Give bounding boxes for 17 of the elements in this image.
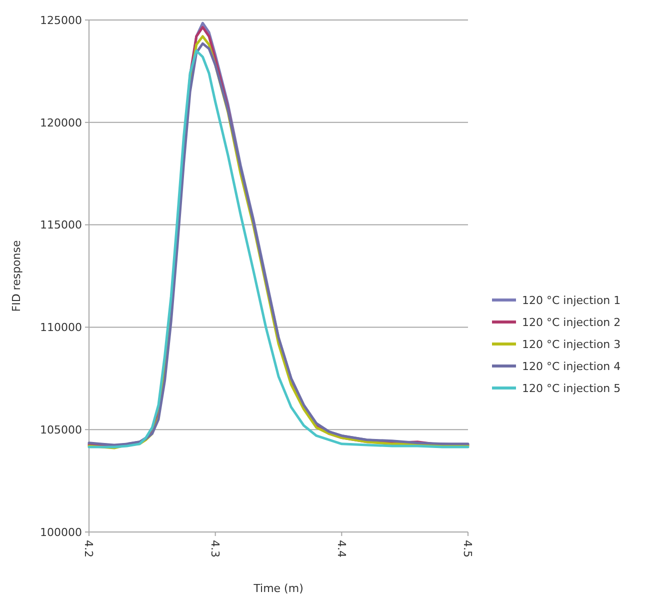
y-tick-label: 100000 [40, 526, 82, 539]
y-tick-label: 110000 [40, 321, 82, 334]
y-axis-title: FID response [10, 240, 23, 312]
legend-label: 120 °C injection 1 [522, 294, 621, 307]
x-axis-title: Time (m) [252, 582, 304, 595]
y-tick-label: 115000 [40, 218, 82, 232]
x-tick-label: 4.5 [461, 540, 474, 558]
x-tick-label: 4.3 [208, 540, 222, 558]
y-tick-label: 105000 [40, 423, 82, 436]
x-tick-label: 4.4 [334, 540, 348, 558]
x-tick-label: 4.2 [82, 540, 96, 558]
y-tick-label: 120000 [40, 116, 82, 130]
legend-label: 120 °C injection 2 [522, 316, 621, 329]
legend-label: 120 °C injection 4 [522, 360, 621, 373]
y-tick-label: 125000 [40, 14, 82, 27]
legend-label: 120 °C injection 3 [522, 338, 621, 351]
legend-label: 120 °C injection 5 [522, 382, 621, 395]
